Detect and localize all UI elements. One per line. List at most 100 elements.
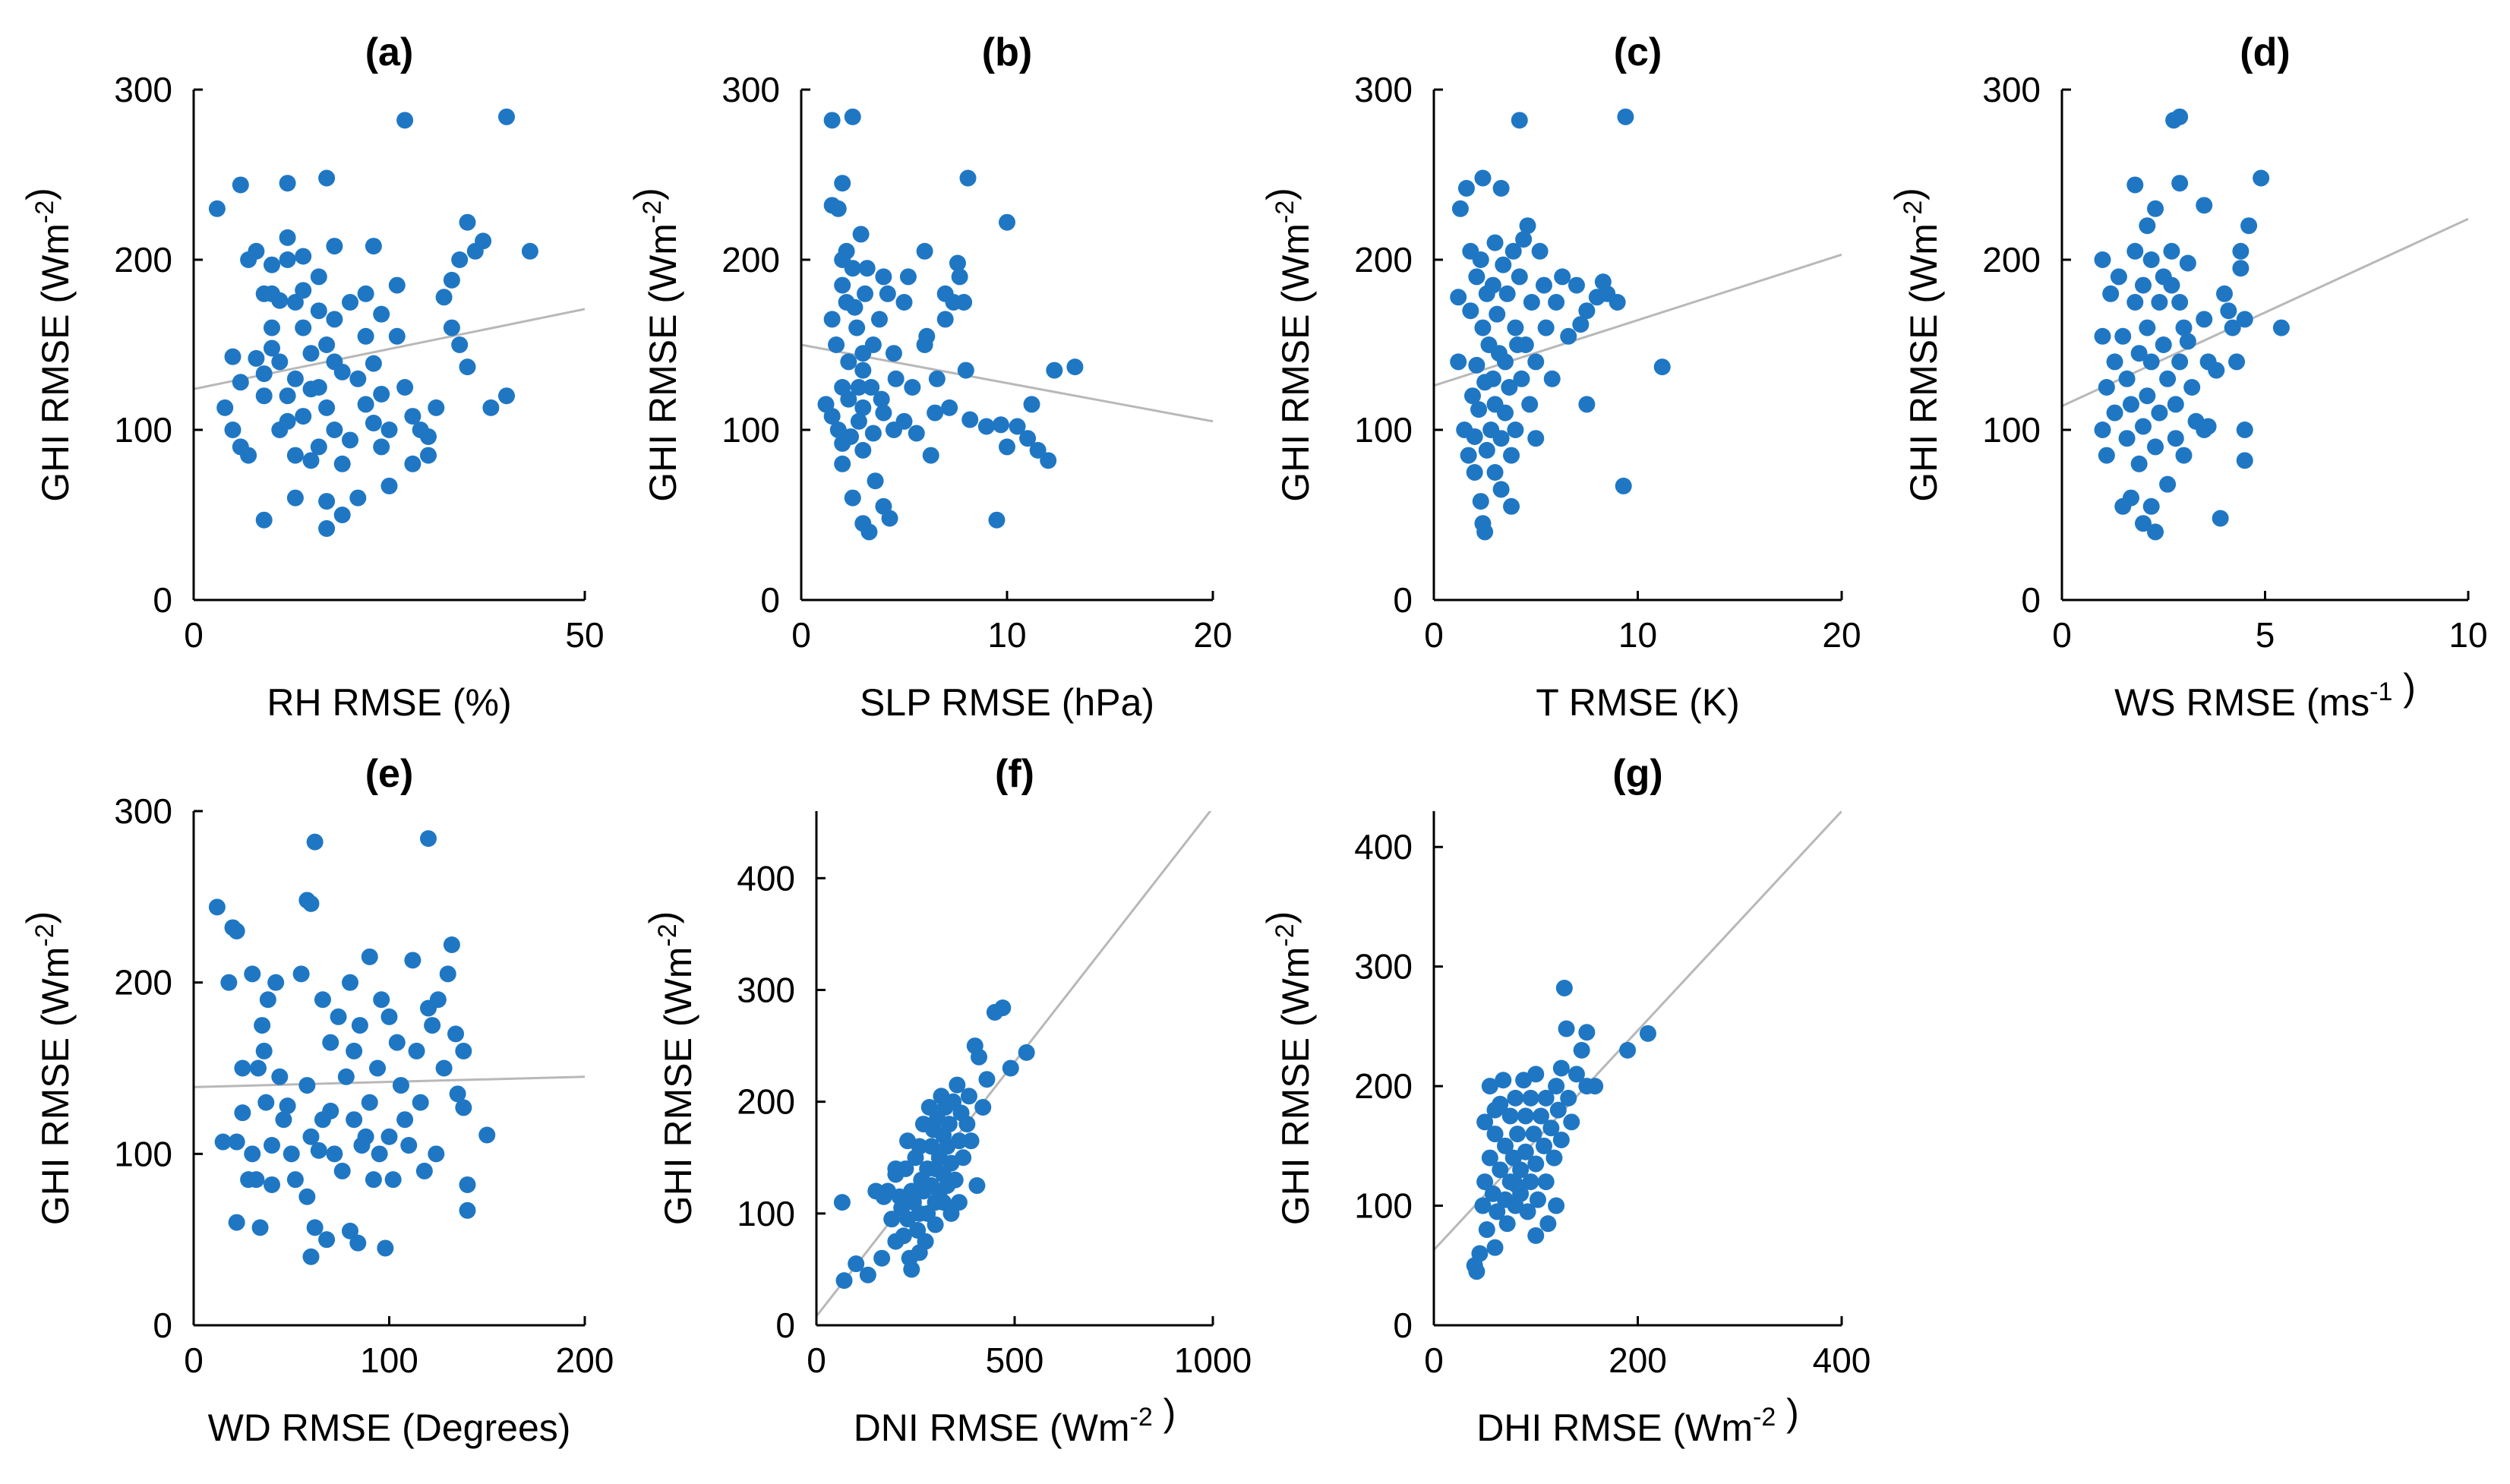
data-point xyxy=(1617,108,1634,125)
data-point xyxy=(1537,1089,1555,1107)
data-point xyxy=(2122,489,2139,507)
data-point xyxy=(2236,422,2253,438)
data-point xyxy=(2142,497,2160,515)
data-point xyxy=(2171,294,2189,311)
data-point xyxy=(396,1111,414,1129)
data-point xyxy=(451,251,469,268)
y-tick-label: 400 xyxy=(737,858,795,898)
y-axis-label: GHI RMSE (Wm-2) xyxy=(1887,188,1945,502)
data-point xyxy=(279,251,296,268)
data-point xyxy=(823,112,841,129)
data-point xyxy=(1495,1072,1512,1089)
data-point xyxy=(1503,497,1520,515)
data-point xyxy=(435,1059,453,1077)
x-tick-label: 1000 xyxy=(1174,1340,1252,1380)
y-tick-label: 100 xyxy=(1354,1186,1413,1226)
y-tick-label: 100 xyxy=(114,1134,172,1173)
data-point xyxy=(1474,169,1492,187)
data-point xyxy=(949,1076,966,1094)
data-point xyxy=(1496,404,1514,422)
data-point xyxy=(885,345,902,362)
data-point xyxy=(1531,242,1549,260)
data-point xyxy=(342,431,358,449)
data-point xyxy=(858,260,876,277)
panel-g: 0 200 400 0 100 200 300 400 (g) DHI RMSE (Wm-2 ) G… xyxy=(1259,752,1871,1449)
data-point xyxy=(2122,396,2139,413)
x-tick-label: 20 xyxy=(1822,615,1861,655)
data-point xyxy=(318,519,336,537)
x-axis-label: WD RMSE (Degrees) xyxy=(208,1407,571,1449)
y-tick-label: 0 xyxy=(1393,580,1413,620)
data-point xyxy=(220,974,238,991)
data-point xyxy=(1498,285,1516,302)
y-tick-label: 0 xyxy=(1393,1306,1413,1345)
y-tick-label: 300 xyxy=(721,70,780,109)
data-point xyxy=(1496,353,1514,371)
data-point xyxy=(1486,1126,1504,1143)
data-point xyxy=(349,370,367,387)
data-point xyxy=(1498,1215,1516,1233)
data-point xyxy=(1519,217,1536,235)
data-point xyxy=(1018,1044,1035,1061)
data-point xyxy=(1472,493,1489,510)
data-point xyxy=(977,418,995,435)
data-point xyxy=(342,294,358,311)
data-point xyxy=(373,385,390,403)
data-point xyxy=(254,1017,271,1034)
data-point xyxy=(1486,1239,1504,1256)
data-point xyxy=(208,200,226,217)
data-point xyxy=(257,1094,275,1111)
data-point xyxy=(1507,422,1524,438)
data-point xyxy=(962,1132,980,1150)
data-point xyxy=(310,438,327,456)
data-point xyxy=(295,408,312,425)
data-point xyxy=(978,1071,996,1088)
data-point xyxy=(342,974,358,991)
data-point xyxy=(361,948,378,965)
x-tick-label: 0 xyxy=(184,1340,204,1380)
data-point xyxy=(244,965,261,983)
data-point xyxy=(498,387,515,405)
data-point xyxy=(264,339,280,357)
data-point xyxy=(864,336,882,353)
data-point xyxy=(1476,1113,1494,1131)
data-point xyxy=(447,1025,465,1043)
data-point xyxy=(240,447,257,464)
y-tick-label: 100 xyxy=(114,410,172,450)
data-point xyxy=(2102,285,2120,302)
data-point xyxy=(2159,475,2177,493)
x-tick-label: 0 xyxy=(2052,615,2072,655)
data-point xyxy=(2163,242,2180,260)
data-point xyxy=(823,311,841,328)
data-point xyxy=(326,238,343,255)
data-point xyxy=(412,1094,429,1111)
x-tick-label: 0 xyxy=(807,1340,826,1380)
data-point xyxy=(2171,175,2189,192)
y-tick-label: 300 xyxy=(1982,70,2041,109)
data-point xyxy=(1492,179,1510,197)
data-point xyxy=(2098,447,2115,464)
data-point xyxy=(1578,302,1596,320)
data-point xyxy=(248,1171,265,1189)
data-point xyxy=(455,1099,472,1116)
data-point xyxy=(1481,1149,1498,1167)
data-point xyxy=(2126,242,2144,260)
regression-line xyxy=(194,308,585,390)
data-point xyxy=(310,379,327,396)
data-point xyxy=(2147,438,2164,456)
data-point xyxy=(208,898,226,916)
data-point xyxy=(318,336,336,353)
data-point xyxy=(279,229,296,246)
data-point xyxy=(895,294,913,311)
y-tick-label: 0 xyxy=(775,1306,795,1345)
data-point xyxy=(267,974,285,991)
data-point xyxy=(2094,251,2111,268)
data-point xyxy=(310,268,327,286)
y-tick-label: 100 xyxy=(721,410,780,450)
data-point xyxy=(936,311,954,328)
data-point xyxy=(1587,1078,1604,1095)
data-point xyxy=(1040,452,1057,469)
data-point xyxy=(459,1201,476,1219)
data-point xyxy=(388,327,406,345)
